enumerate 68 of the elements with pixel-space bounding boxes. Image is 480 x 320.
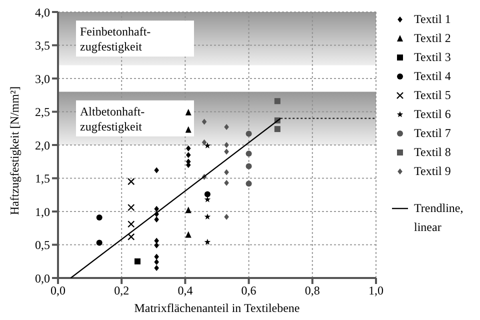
- y-tick-label: 4,0: [35, 5, 50, 20]
- point: [246, 163, 252, 170]
- legend-label: Textil 1: [414, 11, 452, 28]
- point: [224, 148, 229, 155]
- point: [154, 265, 159, 272]
- legend-label: Textil 8: [414, 144, 452, 161]
- y-tick-label: 3,0: [35, 72, 50, 86]
- point: [224, 169, 229, 176]
- point: [96, 214, 102, 220]
- point: [224, 142, 229, 148]
- point: [186, 145, 191, 152]
- point: [204, 238, 211, 245]
- y-tick-label: 2,5: [35, 105, 50, 120]
- point: [186, 152, 191, 158]
- y-tick-label: 1,5: [35, 172, 50, 186]
- x-tick-label: 0,2: [114, 284, 130, 298]
- x-tick-label: 0,8: [304, 284, 320, 298]
- y-tick-label: 0,5: [35, 238, 50, 252]
- y-tick-label: 0,0: [35, 271, 50, 286]
- x-axis-title: Matrixflächenanteil in Textilebene: [134, 301, 300, 315]
- point: [185, 108, 192, 116]
- y-tick-label: 2,0: [35, 138, 50, 152]
- band-label: Feinbetonhaft-zugfestigkeit: [80, 24, 151, 54]
- y-tick-label: 1,0: [35, 204, 50, 219]
- point: [202, 118, 207, 125]
- point: [204, 196, 211, 202]
- x-tick-label: 1,0: [368, 284, 384, 298]
- point: [154, 238, 159, 244]
- legend-label: Textil 7: [414, 125, 452, 142]
- x-tick-label: 0,0: [50, 284, 66, 298]
- legend-label: Textil 6: [414, 106, 452, 123]
- legend-label: Textil 9: [414, 163, 452, 180]
- point: [154, 216, 159, 222]
- point: [204, 214, 211, 220]
- legend-label: Textil 2: [414, 30, 452, 47]
- x-tick-label: 0,4: [178, 284, 193, 298]
- y-axis-title: Haftzugfestigkeit [N/mm²]: [7, 86, 22, 215]
- legend-label: Textil 4: [414, 68, 452, 85]
- point: [204, 142, 211, 148]
- point: [128, 204, 135, 212]
- point: [224, 124, 229, 130]
- point: [154, 167, 159, 174]
- point: [204, 191, 210, 198]
- point: [274, 98, 280, 104]
- point: [128, 178, 135, 186]
- point: [246, 130, 252, 137]
- legend-label: Trendline, linear: [414, 200, 464, 236]
- point: [96, 240, 102, 246]
- point: [128, 233, 135, 240]
- point: [224, 214, 229, 220]
- legend-label: Textil 5: [414, 87, 452, 104]
- point: [185, 126, 192, 133]
- band-label: Altbetonhaft-zugfestigkeit: [80, 104, 145, 134]
- point: [154, 259, 159, 266]
- x-tick-label: 0,6: [241, 284, 256, 298]
- point: [202, 139, 207, 146]
- point: [185, 231, 192, 238]
- legend-label: Textil 3: [414, 49, 452, 66]
- point: [274, 126, 280, 132]
- point: [128, 220, 135, 228]
- y-tick-label: 3,5: [35, 38, 50, 53]
- point: [246, 150, 252, 157]
- point: [134, 258, 140, 264]
- point: [154, 254, 159, 260]
- point: [246, 180, 252, 187]
- point: [185, 206, 192, 214]
- point: [154, 206, 159, 212]
- point: [224, 180, 229, 186]
